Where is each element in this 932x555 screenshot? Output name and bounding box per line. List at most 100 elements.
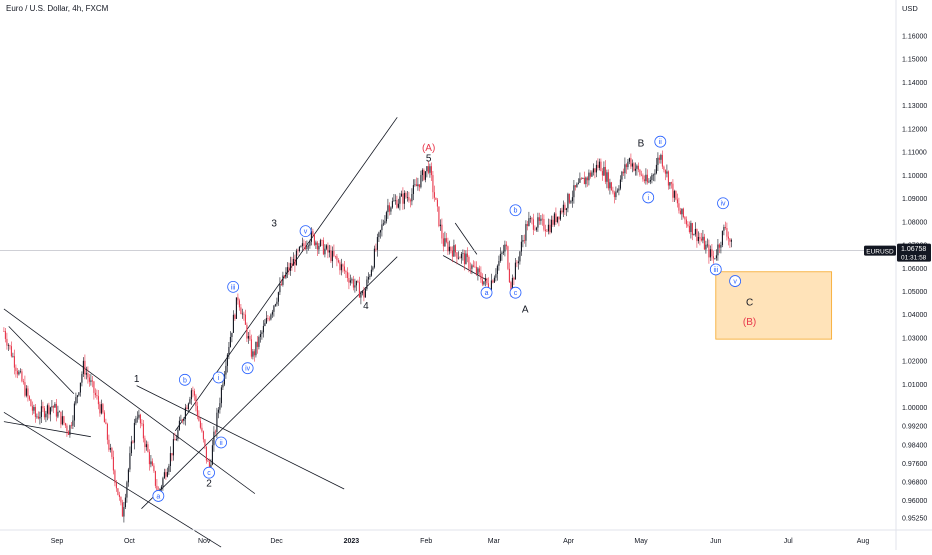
candle-body [135, 418, 137, 423]
wave-circle-label: a [152, 490, 165, 502]
candle-body [412, 185, 414, 194]
candle-body [156, 485, 158, 491]
candle-body [211, 445, 213, 465]
candle-body [715, 255, 717, 259]
candle-body [718, 244, 720, 248]
candle-body [352, 279, 354, 288]
candle-body [235, 297, 237, 319]
candle-body [441, 224, 443, 239]
candle-body [625, 164, 627, 168]
candle-body [243, 313, 245, 315]
candle-body [577, 182, 579, 184]
candle-body [133, 422, 135, 443]
wave-circle [227, 280, 240, 293]
trend-line [454, 222, 478, 255]
y-tick-label: 1.14000 [902, 80, 927, 87]
candle-body [670, 182, 672, 184]
candle-body [9, 345, 11, 347]
candle-body [528, 218, 530, 226]
candle-body [141, 423, 143, 424]
candle-body [258, 336, 260, 347]
wave-circle-label: i [642, 191, 655, 204]
candle-body [303, 243, 305, 247]
y-tick-label: 1.09000 [902, 196, 927, 203]
candle-body [144, 438, 146, 448]
candle-body [594, 168, 596, 173]
candle-body [384, 221, 386, 224]
candle-body [3, 331, 5, 332]
candle-body [183, 418, 185, 422]
candle-body [639, 169, 641, 175]
price-tag-value: 1.06758 [901, 246, 926, 253]
candle-body [57, 411, 59, 417]
candle-body [495, 274, 497, 278]
wave-label: 5 [426, 153, 432, 164]
candle-body [52, 406, 54, 408]
candle-body [309, 241, 311, 246]
candle-body [276, 301, 278, 305]
x-tick-label: Apr [563, 538, 575, 545]
candle-body [411, 193, 413, 202]
candle-body [130, 441, 132, 454]
candle-body [12, 356, 14, 357]
candle-body [139, 414, 141, 424]
x-tick-label: 2023 [344, 538, 360, 545]
candle-body [490, 280, 492, 292]
candle-body [507, 246, 509, 269]
candle-body [312, 231, 314, 235]
candle-body [666, 171, 668, 174]
candle-body [39, 416, 41, 419]
candle-body [73, 403, 75, 421]
candle-body [645, 174, 647, 182]
candle-body [417, 184, 419, 187]
wave-circle-label: iv [241, 362, 254, 375]
candle-body [190, 390, 192, 400]
candle-body [468, 257, 470, 269]
candle-body [7, 345, 9, 346]
wave-circle [203, 466, 215, 479]
candle-body [448, 246, 450, 252]
candle-body [517, 261, 519, 264]
price-tag [897, 243, 931, 262]
candle-body [633, 163, 635, 171]
candle-body [477, 268, 479, 275]
candle-body [336, 256, 338, 261]
symbol-tag [864, 245, 896, 256]
candle-body [573, 185, 575, 198]
candle-body [75, 397, 77, 404]
candle-body [484, 278, 486, 282]
candle-body [115, 482, 117, 489]
candle-body [723, 227, 725, 231]
candle-body [508, 268, 510, 283]
y-tick-label: 1.15000 [902, 57, 927, 64]
candle-body [730, 240, 732, 242]
candle-body [102, 404, 104, 413]
candle-body [297, 250, 299, 252]
candle-body [679, 210, 681, 215]
wave-circle-label: a [480, 286, 493, 299]
candle-body [264, 323, 266, 326]
candle-body [685, 219, 687, 225]
candle-body [637, 165, 639, 170]
candle-body [634, 168, 636, 171]
candle-body [241, 313, 243, 315]
candle-body [253, 351, 255, 356]
wave-circle-label: iii [709, 263, 722, 276]
candle-body [706, 244, 708, 246]
candle-body [219, 403, 221, 410]
price-tag-countdown: 01:31:58 [901, 255, 927, 262]
candle-body [552, 219, 554, 225]
candle-body [322, 240, 324, 255]
candle-body [112, 456, 114, 471]
candle-body [702, 236, 704, 241]
candle-body [366, 279, 368, 290]
candle-body [10, 346, 12, 357]
candle-body [435, 197, 437, 200]
candle-body [261, 332, 263, 335]
candle-body [649, 180, 651, 182]
candle-body [580, 178, 582, 180]
candle-body [390, 207, 392, 212]
candle-body [532, 219, 534, 230]
